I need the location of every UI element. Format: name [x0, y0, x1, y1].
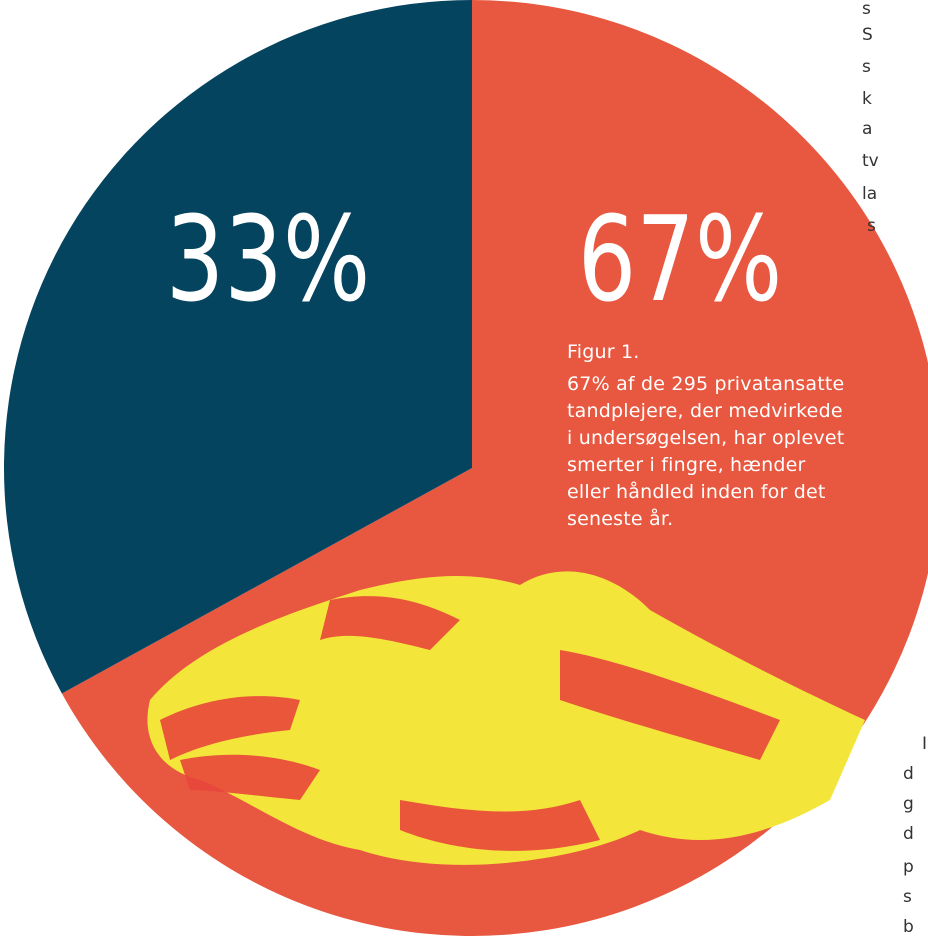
- caption-line: tandplejere, der medvirkede: [567, 400, 843, 422]
- caption-line: seneste år.: [567, 507, 673, 530]
- labels: 67% 33%: [166, 191, 783, 328]
- side-text-line: p: [903, 857, 914, 877]
- side-text-line: s: [867, 216, 876, 236]
- value-label: 67%: [578, 191, 783, 328]
- side-text-line: b: [903, 917, 914, 936]
- caption-line: Figur 1.: [567, 341, 640, 363]
- side-text-line: I: [922, 734, 927, 754]
- caption-line: eller håndled inden for det: [567, 480, 826, 503]
- hand-paint: [160, 596, 780, 851]
- side-text-line: s: [862, 57, 871, 77]
- value-label: 33%: [166, 191, 371, 328]
- hand-illustration: [147, 571, 865, 865]
- side-text-line: g: [903, 794, 914, 814]
- side-text-line: a: [862, 119, 872, 139]
- side-text-line: d: [903, 824, 914, 844]
- caption-line: smerter i fingre, hænder: [567, 454, 806, 476]
- side-text-line: d: [903, 764, 914, 784]
- side-text-line: s: [862, 0, 871, 19]
- side-text-line: tv: [862, 151, 879, 171]
- caption-line: i undersøgelsen, har oplevet: [567, 427, 844, 449]
- pie-slice: [3, 0, 473, 694]
- caption: Figur 1. 67% af de 295 privatansatte tandp…: [567, 341, 844, 530]
- side-text-line: la: [862, 184, 877, 204]
- hand-shape: [147, 571, 865, 865]
- side-text-line: k: [862, 89, 872, 109]
- side-text-line: S: [862, 25, 873, 45]
- caption-line: 67% af de 295 privatansatte: [567, 373, 844, 395]
- side-text-line: s: [903, 887, 912, 907]
